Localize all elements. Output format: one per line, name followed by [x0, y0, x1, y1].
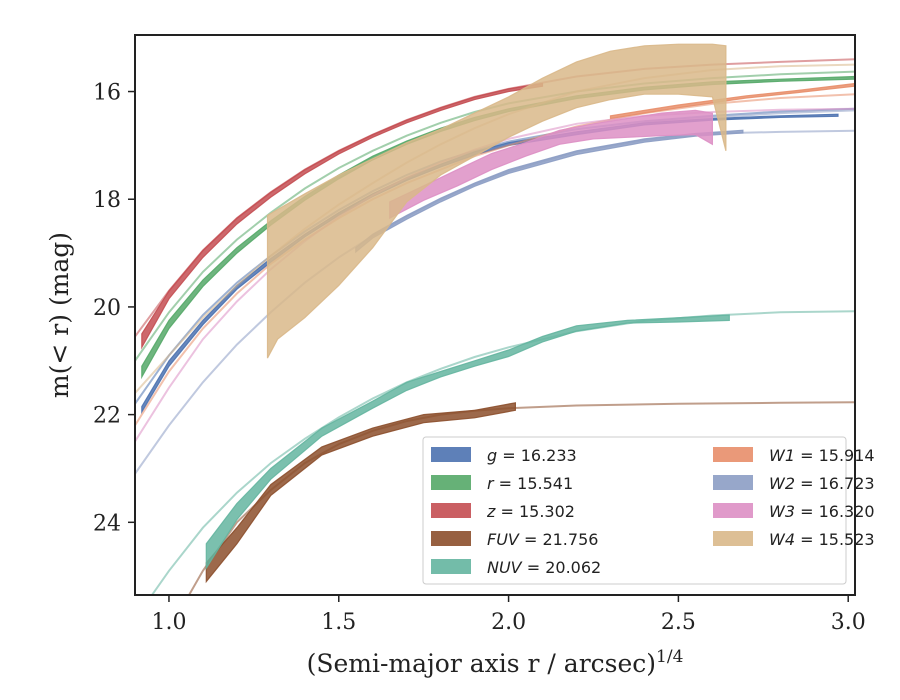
ticks-layer: 1.0 1.5 2.0 2.5 3.0 16 18 20 22 24: [93, 81, 866, 635]
legend-label: g = 16.233: [487, 446, 577, 465]
x-axis-label-exponent: 1/4: [656, 647, 683, 667]
data-band-w2: [355, 129, 744, 254]
x-tick-label: 1.0: [151, 610, 186, 635]
y-tick-label: 20: [93, 296, 121, 321]
legend-label: FUV = 21.756: [487, 530, 598, 549]
y-tick-label: 22: [93, 404, 121, 429]
model-line-w2: [135, 129, 855, 475]
x-tick-label: 1.5: [321, 610, 356, 635]
legend-item-w2: W2 = 16.723: [713, 474, 875, 493]
y-axis-label: m(< r) (mag): [45, 232, 74, 398]
legend-label: W3 = 16.320: [769, 502, 875, 521]
legend-swatch: [431, 447, 471, 462]
legend-item-w4: W4 = 15.523: [713, 530, 875, 549]
legend-swatch: [713, 531, 753, 546]
x-tick-label: 2.0: [491, 610, 526, 635]
data-band-fuv: [205, 402, 517, 584]
x-axis-label-text: (Semi-major axis r / arcsec): [307, 649, 656, 678]
legend-items: g = 16.233 r = 15.541 z = 15.302 FUV = 21.7…: [431, 446, 875, 577]
legend-item-nuv: NUV = 20.062: [431, 558, 601, 577]
series-layer: [135, 43, 855, 595]
legend-item-z: z = 15.302: [431, 502, 575, 521]
data-band-nuv: [205, 314, 730, 571]
data-band-w3: [389, 109, 714, 220]
legend-label: z = 15.302: [486, 502, 575, 521]
legend-label: W2 = 16.723: [769, 474, 875, 493]
legend-swatch: [713, 503, 753, 518]
legend-swatch: [713, 475, 753, 490]
legend-label: r = 15.541: [487, 474, 573, 493]
legend-item-r: r = 15.541: [431, 474, 573, 493]
x-axis-label: (Semi-major axis r / arcsec)1/4: [307, 647, 684, 678]
x-tick-label: 3.0: [831, 610, 866, 635]
legend-swatch: [431, 531, 471, 546]
legend-label: W4 = 15.523: [769, 530, 875, 549]
legend-label: W1 = 15.914: [769, 446, 875, 465]
y-tick-label: 24: [93, 511, 121, 536]
legend-label: NUV = 20.062: [487, 558, 601, 577]
series-fuv: [187, 401, 855, 595]
series-w3: [135, 107, 855, 443]
series-w4: [135, 43, 855, 394]
legend: g = 16.233 r = 15.541 z = 15.302 FUV = 21.7…: [422, 436, 875, 585]
y-tick-label: 16: [93, 81, 121, 106]
legend-item-w3: W3 = 16.320: [713, 502, 875, 521]
data-band-w4: [266, 43, 727, 359]
legend-swatch: [431, 475, 471, 490]
series-nuv: [150, 310, 855, 595]
legend-swatch: [431, 503, 471, 518]
series-z: [135, 58, 855, 350]
legend-item-w1: W1 = 15.914: [713, 446, 875, 465]
legend-swatch: [713, 447, 753, 462]
legend-box: [422, 436, 847, 585]
plot-frame: [134, 34, 856, 596]
legend-swatch: [431, 559, 471, 574]
legend-item-g: g = 16.233: [431, 446, 577, 465]
legend-item-fuv: FUV = 21.756: [431, 530, 598, 549]
y-tick-label: 18: [93, 188, 121, 213]
x-tick-label: 2.5: [661, 610, 696, 635]
